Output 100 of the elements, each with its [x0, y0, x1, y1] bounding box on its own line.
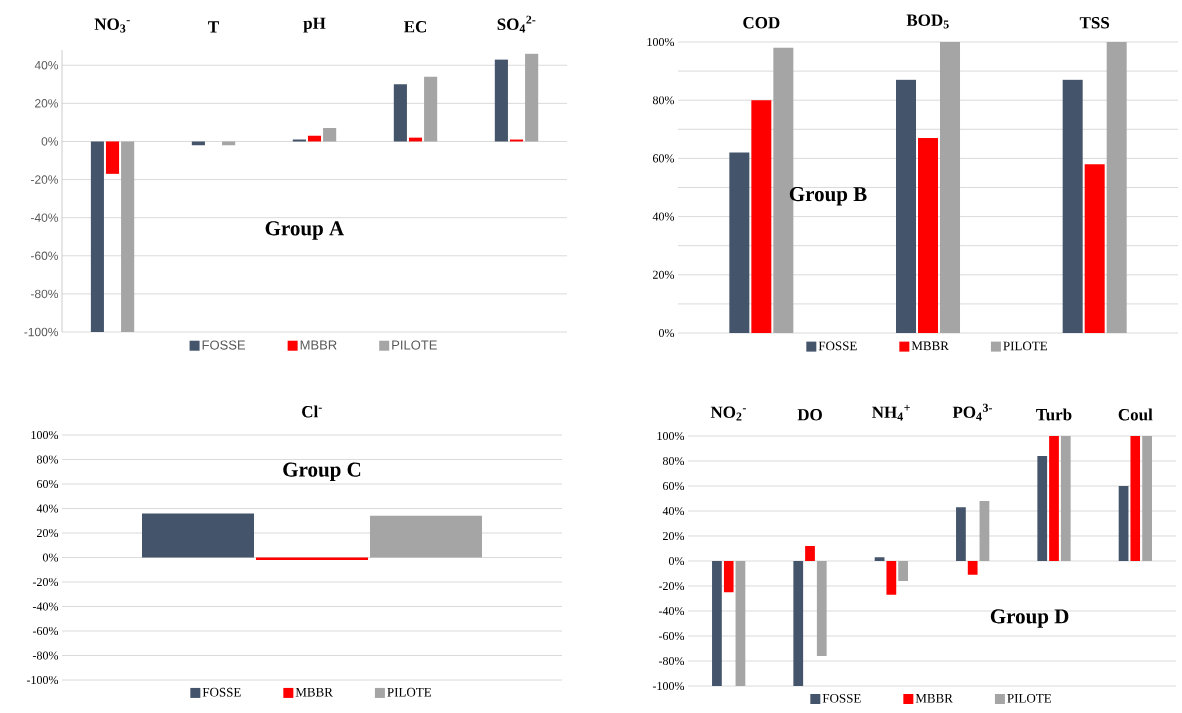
y-tick-label: 0%: [668, 556, 685, 566]
bar: [370, 515, 483, 558]
y-tick-label: 0%: [658, 328, 675, 338]
legend-label: PILOTE: [1003, 341, 1048, 351]
x-tick-label: Cl$^{-}$: [302, 405, 322, 418]
bar: [723, 561, 734, 593]
y-tick-label: -100%: [26, 675, 59, 685]
bar: [940, 42, 961, 333]
legend-label: MBBR: [911, 341, 949, 351]
y-tick-label: -100%: [24, 327, 59, 337]
legend-label: MBBR: [295, 687, 333, 697]
y-tick-label: -20%: [30, 175, 59, 184]
y-tick-label: 20%: [35, 99, 59, 108]
bar: [735, 561, 746, 686]
y-tick-label: -80%: [30, 289, 59, 299]
x-tick-label: EC: [404, 21, 427, 33]
bar: [886, 561, 897, 595]
y-tick-label: 40%: [652, 212, 675, 221]
bar: [525, 53, 539, 142]
y-tick-label: -60%: [658, 631, 685, 641]
x-tick-label: SO$_{4}$2-: [497, 15, 536, 33]
legend-label: FOSSE: [818, 341, 857, 351]
legend-label: PILOTE: [1007, 693, 1052, 703]
x-tick-label: NO$_{2}$-: [710, 406, 746, 421]
bar: [967, 561, 978, 575]
bar: [1106, 42, 1127, 333]
y-tick-label: 0%: [41, 137, 59, 146]
y-tick-label: 40%: [662, 506, 685, 516]
x-tick-label: DO: [797, 409, 822, 421]
x-tick-label: BOD$_{5}$: [906, 14, 949, 29]
y-tick-label: 20%: [37, 528, 59, 538]
y-tick-label: -40%: [32, 602, 59, 611]
y-tick-label: 60%: [653, 154, 675, 163]
bar: [142, 513, 255, 558]
legend-label: MBBR: [915, 693, 953, 703]
bar: [1060, 436, 1071, 561]
y-tick-label: -100%: [652, 681, 685, 691]
y-tick-label: 100%: [657, 431, 685, 441]
y-tick-label: -40%: [30, 213, 59, 222]
y-tick-label: -20%: [658, 581, 685, 591]
y-tick-label: -60%: [32, 626, 59, 636]
bar: [222, 141, 236, 146]
y-tick-label: -80%: [32, 651, 59, 660]
annotation: Group D: [990, 609, 1069, 628]
x-tick-label: COD: [743, 17, 780, 29]
y-tick-label: -20%: [32, 577, 59, 587]
legend-label: FOSSE: [822, 693, 861, 703]
bar: [1130, 436, 1141, 561]
bar: [424, 76, 438, 142]
bar: [105, 141, 120, 174]
bar: [1142, 436, 1152, 561]
y-tick-label: 0%: [42, 553, 59, 562]
y-tick-label: 100%: [31, 430, 59, 440]
bar: [793, 561, 804, 686]
bar: [191, 141, 205, 146]
y-tick-label: 60%: [663, 481, 685, 491]
bar: [805, 546, 815, 561]
bar: [121, 141, 135, 332]
bar: [1049, 436, 1059, 561]
bar: [90, 141, 104, 332]
bar: [1062, 79, 1083, 333]
legend-label: FOSSE: [202, 687, 241, 697]
bar: [896, 79, 917, 333]
bar: [956, 507, 966, 561]
bar: [874, 557, 885, 561]
legend-label: PILOTE: [392, 340, 437, 350]
y-tick-label: 80%: [662, 456, 685, 466]
annotation: Group C: [283, 462, 361, 481]
bar: [494, 59, 508, 142]
y-tick-label: -40%: [658, 606, 685, 616]
x-tick-label: Turb: [1036, 408, 1072, 421]
bar: [323, 128, 337, 142]
bar: [751, 100, 772, 333]
legend-label: PILOTE: [387, 687, 432, 697]
x-tick-label: Coul: [1118, 408, 1153, 421]
x-tick-label: NO$_{3}$-: [94, 18, 130, 33]
bar: [1084, 164, 1105, 333]
bar: [1037, 456, 1048, 561]
legend-label: FOSSE: [202, 340, 246, 350]
x-tick-label: NH$_{4}$+: [872, 404, 910, 421]
y-tick-label: 40%: [36, 504, 59, 513]
x-tick-label: TSS: [1079, 17, 1110, 29]
y-tick-label: 80%: [652, 96, 675, 105]
legend-label: MBBR: [300, 340, 337, 350]
y-tick-label: 80%: [36, 455, 59, 464]
bar: [393, 84, 407, 142]
annotation: Group A: [265, 221, 344, 240]
annotation: Group B: [789, 187, 867, 206]
y-tick-label: 20%: [663, 531, 685, 541]
y-tick-label: 40%: [34, 61, 59, 70]
bar: [979, 501, 990, 561]
bar: [816, 561, 827, 656]
y-tick-label: -80%: [658, 656, 685, 666]
y-tick-label: -60%: [30, 251, 59, 261]
bar: [918, 138, 939, 333]
x-tick-label: T: [208, 21, 219, 33]
y-tick-label: 20%: [653, 270, 675, 279]
x-tick-label: pH: [303, 17, 326, 33]
bar: [712, 561, 722, 686]
bar: [898, 561, 908, 581]
